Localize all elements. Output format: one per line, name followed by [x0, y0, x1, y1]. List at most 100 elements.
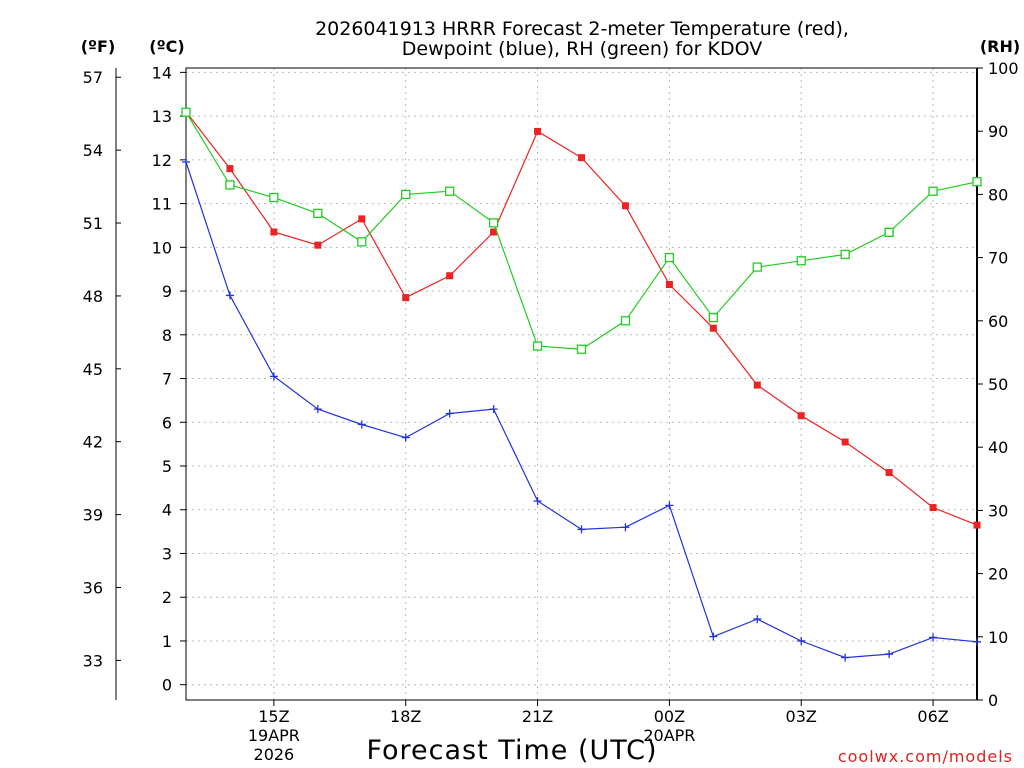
fahrenheit-axis: 33 36 39 42 45 48 51 54 57	[83, 68, 121, 670]
temperature-series	[182, 108, 981, 529]
rh-point-9	[576, 344, 587, 354]
celsius-tick-label-13: 13	[152, 107, 172, 126]
temperature-point-4	[358, 215, 366, 223]
temperature-point-17	[929, 504, 937, 512]
rh-point-5	[401, 189, 411, 200]
celsius-tick-label-10: 10	[152, 238, 172, 257]
dewpoint-point-6	[445, 409, 454, 418]
temperature-point-15	[841, 438, 849, 446]
rh-tick-label-0: 0	[988, 691, 998, 710]
temperature-point-12	[709, 324, 717, 332]
rh-point-18	[972, 177, 982, 187]
time-tick-label-3: 00Z	[654, 707, 685, 726]
temperature-point-5	[402, 294, 410, 302]
dewpoint-point-9	[577, 525, 586, 534]
fahrenheit-tick-label-0: 33	[83, 651, 103, 670]
rh-series	[181, 107, 982, 354]
rh-tick-label-5: 50	[988, 375, 1008, 394]
dewpoint-point-4	[357, 420, 366, 429]
celsius-tick-label-2: 2	[162, 588, 172, 607]
rh-tick-label-1: 10	[988, 628, 1008, 647]
time-tick-year-0: 2026	[254, 745, 295, 764]
temperature-point-11	[665, 280, 673, 288]
fahrenheit-tick-label-2: 39	[83, 506, 103, 525]
celsius-tick-label-1: 1	[162, 632, 172, 651]
temperature-point-9	[578, 154, 585, 162]
dewpoint-point-15	[841, 653, 850, 662]
rh-axis: 0 10 20 30 40 50 60 70 80 90 100	[977, 59, 1019, 710]
dewpoint-series	[182, 158, 981, 662]
celsius-tick-label-7: 7	[162, 370, 172, 389]
chart-title-line2: Dewpoint (blue), RH (green) for KDOV	[402, 38, 762, 60]
fahrenheit-tick-label-5: 48	[83, 287, 103, 306]
fahrenheit-unit-label: (ºF)	[81, 37, 116, 56]
dewpoint-point-18	[973, 637, 981, 646]
dewpoint-point-0	[182, 158, 190, 167]
time-tick-label-4: 03Z	[786, 707, 817, 726]
celsius-tick-label-3: 3	[162, 544, 172, 563]
celsius-tick-label-4: 4	[162, 501, 172, 520]
rh-unit-label: (RH)	[980, 37, 1020, 56]
celsius-tick-label-12: 12	[152, 151, 172, 170]
rh-point-3	[313, 208, 323, 219]
time-tick-label-0: 15Z	[258, 707, 289, 726]
fahrenheit-tick-label-7: 54	[83, 141, 103, 160]
fahrenheit-tick-label-3: 42	[83, 433, 103, 452]
celsius-tick-label-6: 6	[162, 413, 172, 432]
dewpoint-point-5	[401, 433, 410, 442]
celsius-tick-label-5: 5	[162, 457, 172, 476]
rh-tick-label-7: 70	[988, 249, 1008, 268]
dewpoint-point-3	[313, 405, 322, 414]
temperature-point-8	[534, 127, 542, 135]
rh-point-14	[796, 256, 806, 266]
fahrenheit-tick-label-6: 51	[83, 214, 103, 233]
rh-point-16	[884, 227, 894, 237]
temperature-point-2	[270, 228, 278, 236]
rh-point-17	[928, 186, 938, 196]
rh-point-15	[840, 249, 850, 260]
temperature-point-18	[973, 521, 981, 529]
temperature-point-7	[490, 228, 498, 236]
temperature-point-10	[621, 202, 629, 210]
dewpoint-point-12	[709, 632, 718, 641]
fahrenheit-tick-label-4: 45	[83, 360, 103, 379]
temperature-line	[185, 111, 978, 526]
temperature-point-1	[226, 165, 234, 173]
time-tick-date-0: 19APR	[248, 726, 300, 745]
rh-tick-label-6: 60	[988, 312, 1008, 331]
dewpoint-point-13	[753, 615, 762, 624]
dewpoint-point-2	[269, 372, 278, 381]
dewpoint-line	[185, 161, 978, 659]
dewpoint-point-17	[929, 633, 938, 642]
rh-tick-label-10: 100	[988, 59, 1019, 78]
series-layer	[181, 107, 982, 662]
dewpoint-point-14	[797, 636, 806, 645]
rh-point-11	[664, 252, 675, 263]
time-tick-label-5: 06Z	[917, 707, 948, 726]
time-tick-label-1: 18Z	[390, 707, 421, 726]
rh-line	[185, 111, 978, 350]
dewpoint-point-10	[621, 523, 630, 532]
temperature-point-3	[314, 241, 322, 249]
rh-tick-label-4: 40	[988, 438, 1008, 457]
dewpoint-point-7	[489, 405, 498, 414]
celsius-tick-label-8: 8	[162, 326, 172, 345]
rh-point-6	[445, 186, 455, 196]
time-tick-label-2: 21Z	[522, 707, 553, 726]
rh-point-7	[488, 218, 499, 228]
x-axis-title: Forecast Time (UTC)	[366, 735, 657, 766]
celsius-unit-label: (ºC)	[149, 37, 184, 56]
rh-point-0	[181, 107, 191, 117]
fahrenheit-tick-label-8: 57	[83, 68, 103, 87]
plot-frame	[185, 67, 978, 701]
rh-point-8	[532, 341, 543, 351]
rh-point-10	[620, 316, 631, 326]
time-tick-date-3: 20APR	[643, 726, 695, 745]
rh-point-12	[708, 312, 718, 323]
rh-tick-label-9: 90	[988, 122, 1008, 141]
dewpoint-point-8	[533, 496, 542, 505]
celsius-tick-label-11: 11	[152, 195, 172, 214]
temperature-point-14	[797, 412, 805, 420]
fahrenheit-tick-label-1: 36	[83, 578, 103, 597]
